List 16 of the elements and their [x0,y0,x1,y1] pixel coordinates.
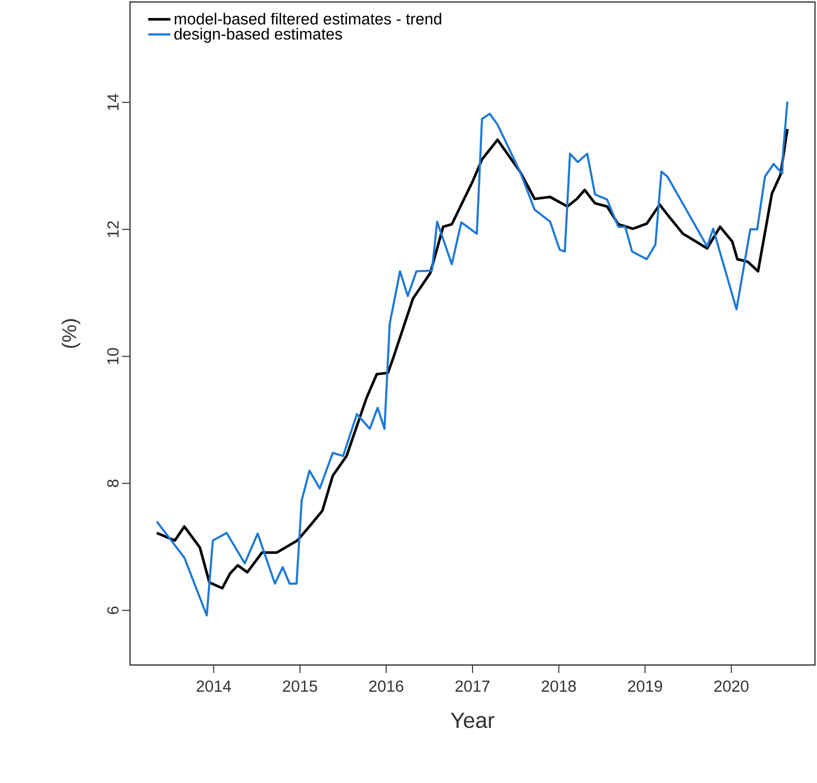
y-tick-label: 12 [107,221,119,238]
x-axis-title: Year [450,712,494,728]
x-tick-label: 2017 [456,680,490,692]
legend-label: model-based filtered estimates - trend [174,12,442,25]
x-tick-label: 2014 [196,680,231,692]
y-axis-title: (%) [62,319,80,348]
x-tick-label: 2015 [282,680,318,692]
y-tick-label: 10 [107,348,119,364]
x-tick-label: 2019 [628,680,662,692]
legend-label: design-based estimates [174,28,342,43]
y-tick-label: 14 [108,94,119,110]
x-tick-label: 2018 [542,680,576,692]
x-tick-label: 2020 [714,680,748,692]
y-tick-label: 6 [107,606,119,614]
x-tick-label: 2016 [369,680,404,692]
y-tick-label: 8 [107,480,119,488]
